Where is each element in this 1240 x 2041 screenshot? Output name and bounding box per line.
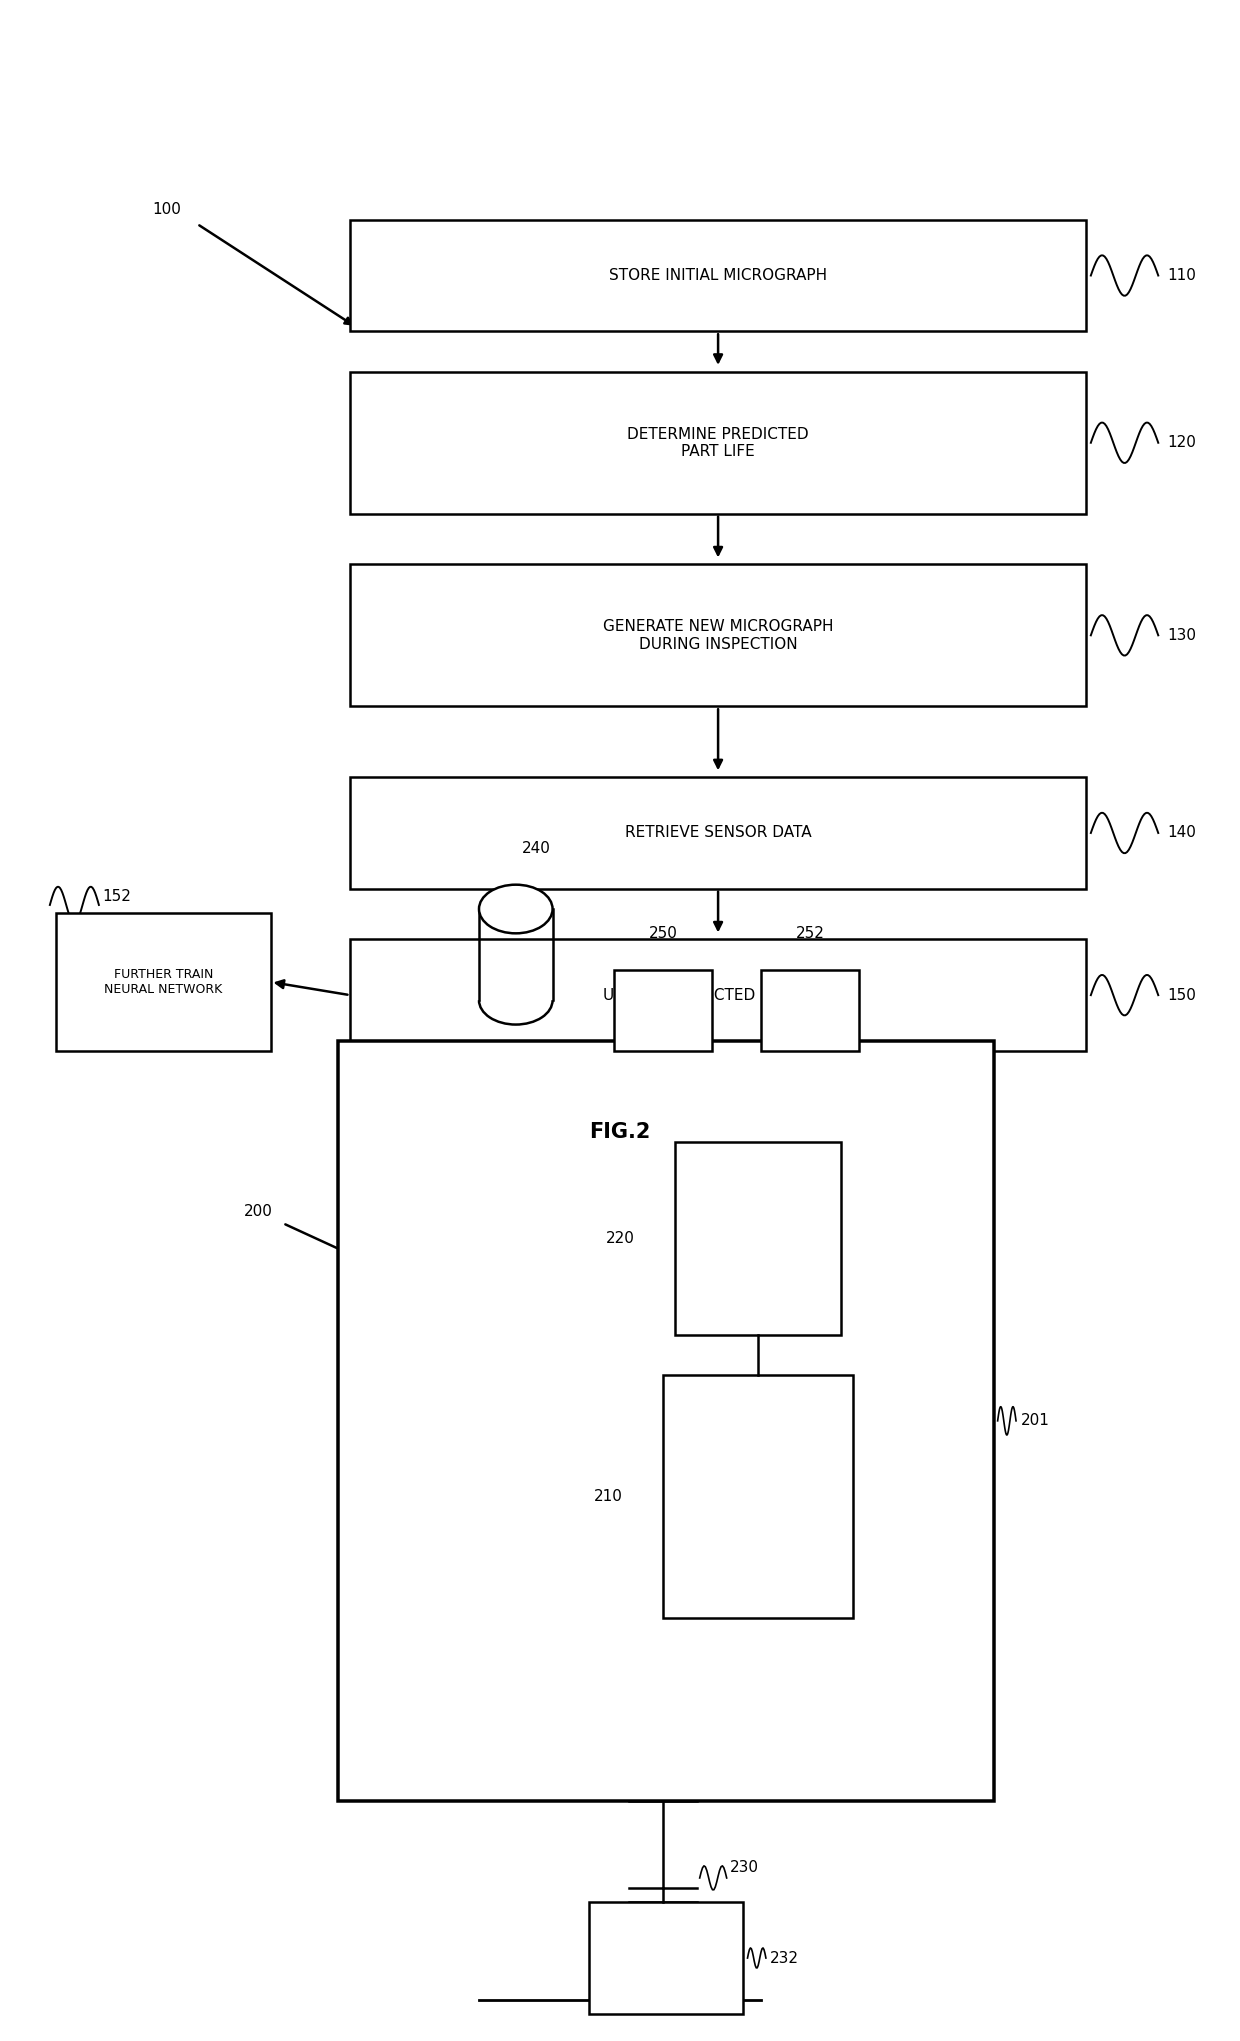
- FancyBboxPatch shape: [350, 371, 1086, 514]
- Text: 210: 210: [594, 1490, 622, 1504]
- Text: FIG.2: FIG.2: [589, 1123, 651, 1143]
- Text: 230: 230: [730, 1859, 759, 1876]
- Text: 120: 120: [1167, 435, 1195, 451]
- Text: STORE INITIAL MICROGRAPH: STORE INITIAL MICROGRAPH: [609, 267, 827, 284]
- Text: UPDATE PREDICTED PART LIFE: UPDATE PREDICTED PART LIFE: [603, 988, 833, 1002]
- Text: 130: 130: [1167, 629, 1195, 643]
- Text: 232: 232: [770, 1951, 799, 1965]
- Text: 252: 252: [796, 927, 825, 941]
- FancyBboxPatch shape: [589, 1902, 743, 2014]
- Ellipse shape: [479, 884, 553, 933]
- FancyBboxPatch shape: [350, 220, 1086, 331]
- FancyBboxPatch shape: [675, 1143, 841, 1335]
- FancyBboxPatch shape: [339, 1041, 994, 1800]
- FancyBboxPatch shape: [350, 939, 1086, 1051]
- FancyBboxPatch shape: [350, 778, 1086, 888]
- Text: 200: 200: [244, 1204, 273, 1218]
- Text: FURTHER TRAIN
NEURAL NETWORK: FURTHER TRAIN NEURAL NETWORK: [104, 967, 222, 996]
- FancyBboxPatch shape: [614, 969, 712, 1051]
- Text: GENERATE NEW MICROGRAPH
DURING INSPECTION: GENERATE NEW MICROGRAPH DURING INSPECTIO…: [603, 618, 833, 651]
- Text: 150: 150: [1167, 988, 1195, 1002]
- Text: 201: 201: [1021, 1412, 1050, 1429]
- Text: 100: 100: [153, 202, 181, 216]
- Text: 220: 220: [606, 1231, 635, 1245]
- Text: DETERMINE PREDICTED
PART LIFE: DETERMINE PREDICTED PART LIFE: [627, 427, 808, 459]
- Text: FIG.3: FIG.3: [589, 1970, 651, 1990]
- FancyBboxPatch shape: [56, 912, 270, 1051]
- Text: RETRIEVE SENSOR DATA: RETRIEVE SENSOR DATA: [625, 825, 811, 841]
- Text: 152: 152: [103, 890, 131, 904]
- Text: 110: 110: [1167, 267, 1195, 284]
- Text: 140: 140: [1167, 825, 1195, 841]
- FancyBboxPatch shape: [761, 969, 859, 1051]
- Text: 240: 240: [522, 841, 551, 855]
- FancyBboxPatch shape: [663, 1376, 853, 1619]
- Text: 250: 250: [649, 927, 677, 941]
- FancyBboxPatch shape: [350, 565, 1086, 706]
